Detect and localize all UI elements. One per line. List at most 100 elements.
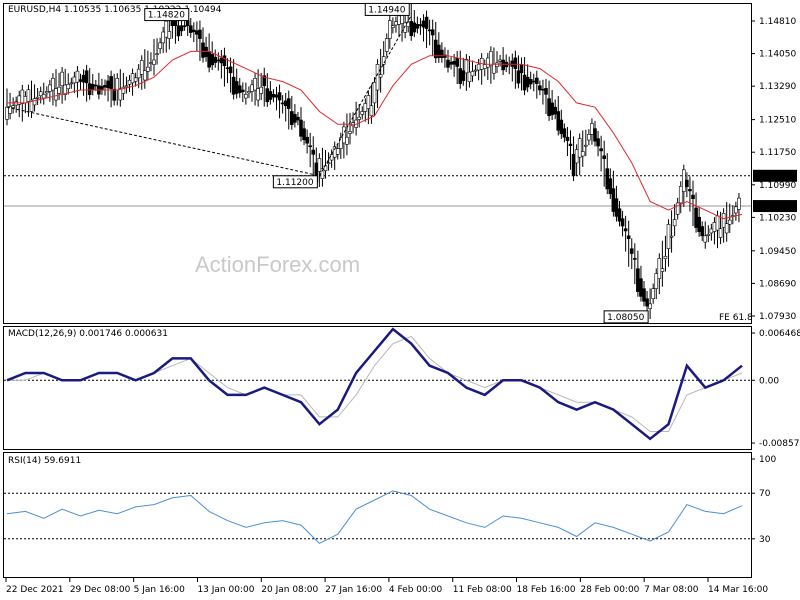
price-candle [467,71,472,83]
price-candle [335,148,340,155]
price-candle [446,59,450,68]
price-candle [94,84,98,87]
price-candle [645,298,649,307]
price-candle [63,84,67,95]
price-candle [268,91,273,100]
price-candle [700,226,704,237]
price-candle [274,94,279,98]
price-candle [648,303,652,310]
price-candle [192,29,196,33]
price-candle [452,61,456,65]
price-candle [694,207,698,228]
price-candle [553,106,557,115]
price-candle [388,20,392,39]
price-candle [161,31,165,44]
price-candle [470,71,475,77]
price-candle [201,42,205,58]
price-candle [305,136,309,144]
price-candle [244,94,248,99]
price-candle [685,179,689,188]
price-candle [109,76,113,89]
price-candle [718,228,723,238]
price-candle [424,16,429,29]
price-candle [345,136,349,145]
rsi-pane [3,452,752,578]
x-tick-label: 28 Feb 00:00 [580,585,639,595]
price-candle [430,29,435,36]
price-candle [35,96,40,99]
price-candle [302,128,306,141]
price-candle [133,77,138,82]
price-candle [41,94,46,99]
price-candle [72,76,77,84]
price-candle [657,258,662,279]
price-candle [329,154,334,161]
price-candle [617,208,622,222]
price-candle [54,88,58,101]
price-candle [427,29,432,32]
price-candle [293,114,297,123]
price-candle [562,128,567,138]
price-candle [626,235,631,239]
ohlc-label: 1.10535 1.10635 1.10222 1.10494 [64,5,222,15]
price-candle [308,145,312,148]
price-candle [259,86,263,94]
price-candle [611,188,616,212]
price-candle [286,98,291,109]
horizontal-level-value: 1.11200 [756,172,793,182]
price-candle [577,138,582,158]
price-candle [139,60,144,75]
price-candle [69,82,74,85]
price-candle [66,84,71,90]
price-candle [473,69,478,72]
price-candle [498,59,502,62]
price-candle [654,273,659,290]
price-candle [709,228,714,234]
price-candle [476,63,481,71]
price-annotation-label: 1.14820 [148,11,185,21]
price-candle [397,15,401,25]
rsi-y-tick-label: 30 [759,535,771,545]
price-candle [669,235,674,238]
x-tick-label: 20 Jan 08:00 [261,585,318,595]
price-candle [87,83,92,95]
price-y-tick-label: 1.09450 [759,247,796,257]
price-candle [262,75,267,87]
price-candle [296,116,300,121]
price-candle [222,55,227,67]
x-tick-label: 18 Feb 16:00 [517,585,576,595]
price-candle [580,151,585,157]
price-candle [596,138,600,147]
price-candle [51,78,55,91]
watermark: ActionForex.com [195,252,360,277]
price-annotation-box [272,175,318,189]
price-candle [20,89,25,104]
price-candle [593,128,597,142]
price-candle [519,64,524,74]
price-candle [188,25,193,33]
price-candle [311,149,316,155]
price-candle [541,88,545,91]
price-candle [538,85,542,91]
price-candle [152,59,156,65]
price-candle [443,54,447,58]
price-candle [219,57,224,64]
price-candle [516,70,521,84]
price-candle [290,111,294,125]
price-candle [5,106,9,120]
macd-header: MACD(12,26,9) 0.001746 0.000631 [8,329,168,339]
symbol-label: EURUSD,H4 [8,5,62,15]
price-candle [237,85,242,93]
price-candle [391,25,395,28]
price-candle [461,70,466,81]
price-candle [556,111,561,131]
price-y-tick-label: 1.11750 [759,148,796,158]
price-annotation-label: 1.11200 [276,178,313,188]
price-candle [29,99,34,112]
price-candle [124,85,129,88]
price-candle [605,168,610,190]
rsi-header: RSI(14) 59.6911 [8,456,82,466]
price-y-tick-label: 1.10990 [759,181,796,191]
price-candle [127,80,132,85]
price-candle [381,56,386,65]
